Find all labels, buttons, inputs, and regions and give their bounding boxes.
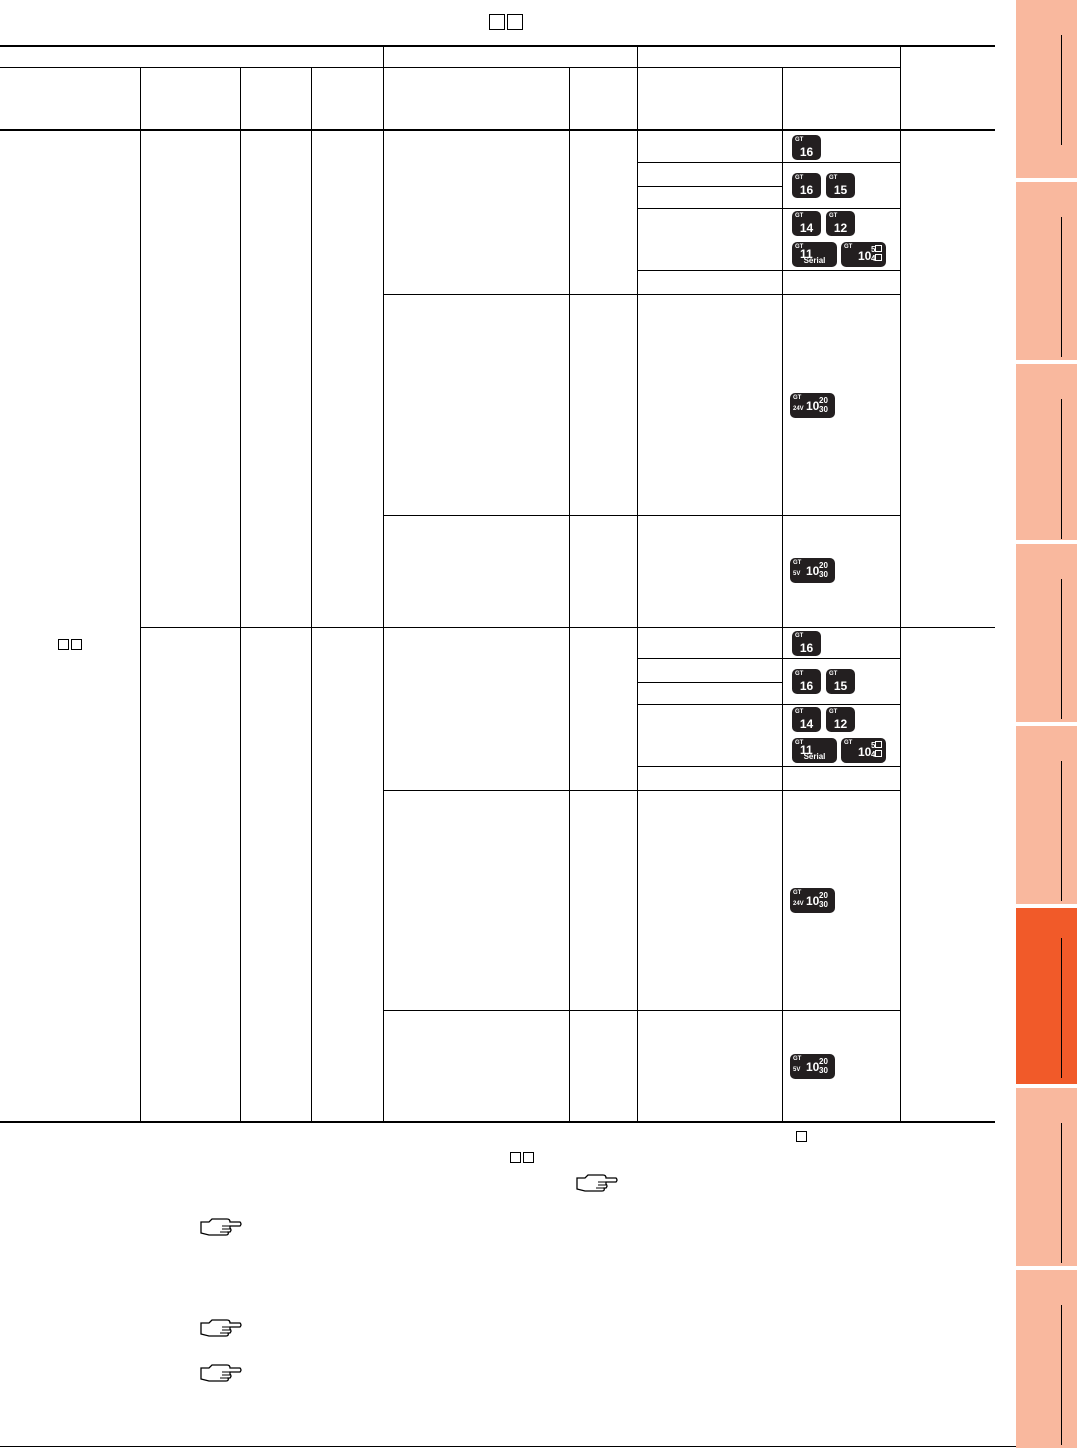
- badge-gt10-24v-icon: GT 24V 10 20 30: [790, 393, 835, 418]
- chapter-tab[interactable]: [1016, 182, 1077, 360]
- reference-hand-icon[interactable]: [200, 1363, 242, 1383]
- chapter-tab[interactable]: [1016, 1270, 1077, 1448]
- title-square: [489, 14, 505, 30]
- column-divider: [782, 67, 783, 1122]
- row-rule: [637, 682, 782, 683]
- column-divider: [311, 67, 312, 1122]
- footnote-double-marker: [510, 1152, 534, 1163]
- row-rule: [383, 294, 900, 295]
- row-rule: [637, 658, 900, 659]
- badge-gt11-serial-icon: GT 11 Serial: [792, 242, 837, 267]
- header-divider: [383, 45, 384, 69]
- column-divider: [900, 129, 901, 1122]
- footnote-square-marker: [796, 1131, 807, 1142]
- row-rule: [637, 270, 900, 271]
- row-rule: [383, 515, 900, 516]
- row-rule: [637, 704, 900, 705]
- chapter-tab[interactable]: [1016, 1088, 1077, 1266]
- reference-hand-icon[interactable]: [576, 1173, 618, 1193]
- row-rule: [637, 186, 782, 187]
- page-bottom-rule: [0, 1446, 1016, 1447]
- badge-gt15-icon: GT 15: [826, 669, 855, 694]
- badge-gt16-icon: GT 16: [792, 669, 821, 694]
- badge-gt10-5v-icon: GT 5V 10 20 30: [790, 558, 835, 583]
- chapter-tab[interactable]: [1016, 726, 1077, 904]
- row-rule: [637, 766, 900, 767]
- column-divider: [240, 67, 241, 1122]
- column-divider: [569, 67, 570, 1122]
- badge-gt11-serial-icon: GT 11 Serial: [792, 738, 837, 763]
- row-rule: [637, 208, 900, 209]
- row-rule: [383, 1010, 900, 1011]
- column-divider: [637, 67, 638, 1122]
- badge-gt14-icon: GT 14: [792, 211, 821, 236]
- page-title-marker: [489, 14, 523, 34]
- table-top-rule: [0, 45, 995, 47]
- badge-gt10-5v-icon: GT 5V 10 20 30: [790, 1054, 835, 1079]
- title-square: [507, 14, 523, 30]
- reference-hand-icon[interactable]: [200, 1217, 242, 1237]
- badge-gt12-icon: GT 12: [826, 707, 855, 732]
- chapter-tab[interactable]: [1016, 364, 1077, 540]
- badge-gt12-icon: GT 12: [826, 211, 855, 236]
- section-rule: [140, 627, 995, 628]
- row-group-marker: [58, 639, 82, 650]
- column-divider: [383, 67, 384, 1122]
- badge-gt16-icon: GT 16: [792, 173, 821, 198]
- row-rule: [637, 162, 900, 163]
- table-bottom-rule: [0, 1121, 995, 1123]
- badge-gt10-24v-icon: GT 24V 10 20 30: [790, 888, 835, 913]
- header-divider: [637, 45, 638, 69]
- header-divider: [900, 45, 901, 131]
- header-mid-rule: [0, 67, 900, 68]
- chapter-tab-active[interactable]: [1016, 908, 1077, 1084]
- column-divider: [140, 67, 141, 1122]
- header-bottom-rule: [0, 129, 995, 131]
- badge-gt15-icon: GT 15: [826, 173, 855, 198]
- badge-gt14-icon: GT 14: [792, 707, 821, 732]
- chapter-tab[interactable]: [1016, 0, 1077, 178]
- badge-gt16-icon: GT 16: [792, 135, 821, 160]
- row-rule: [383, 790, 900, 791]
- reference-hand-icon[interactable]: [200, 1318, 242, 1338]
- badge-gt16-icon: GT 16: [792, 631, 821, 656]
- chapter-tab[interactable]: [1016, 544, 1077, 722]
